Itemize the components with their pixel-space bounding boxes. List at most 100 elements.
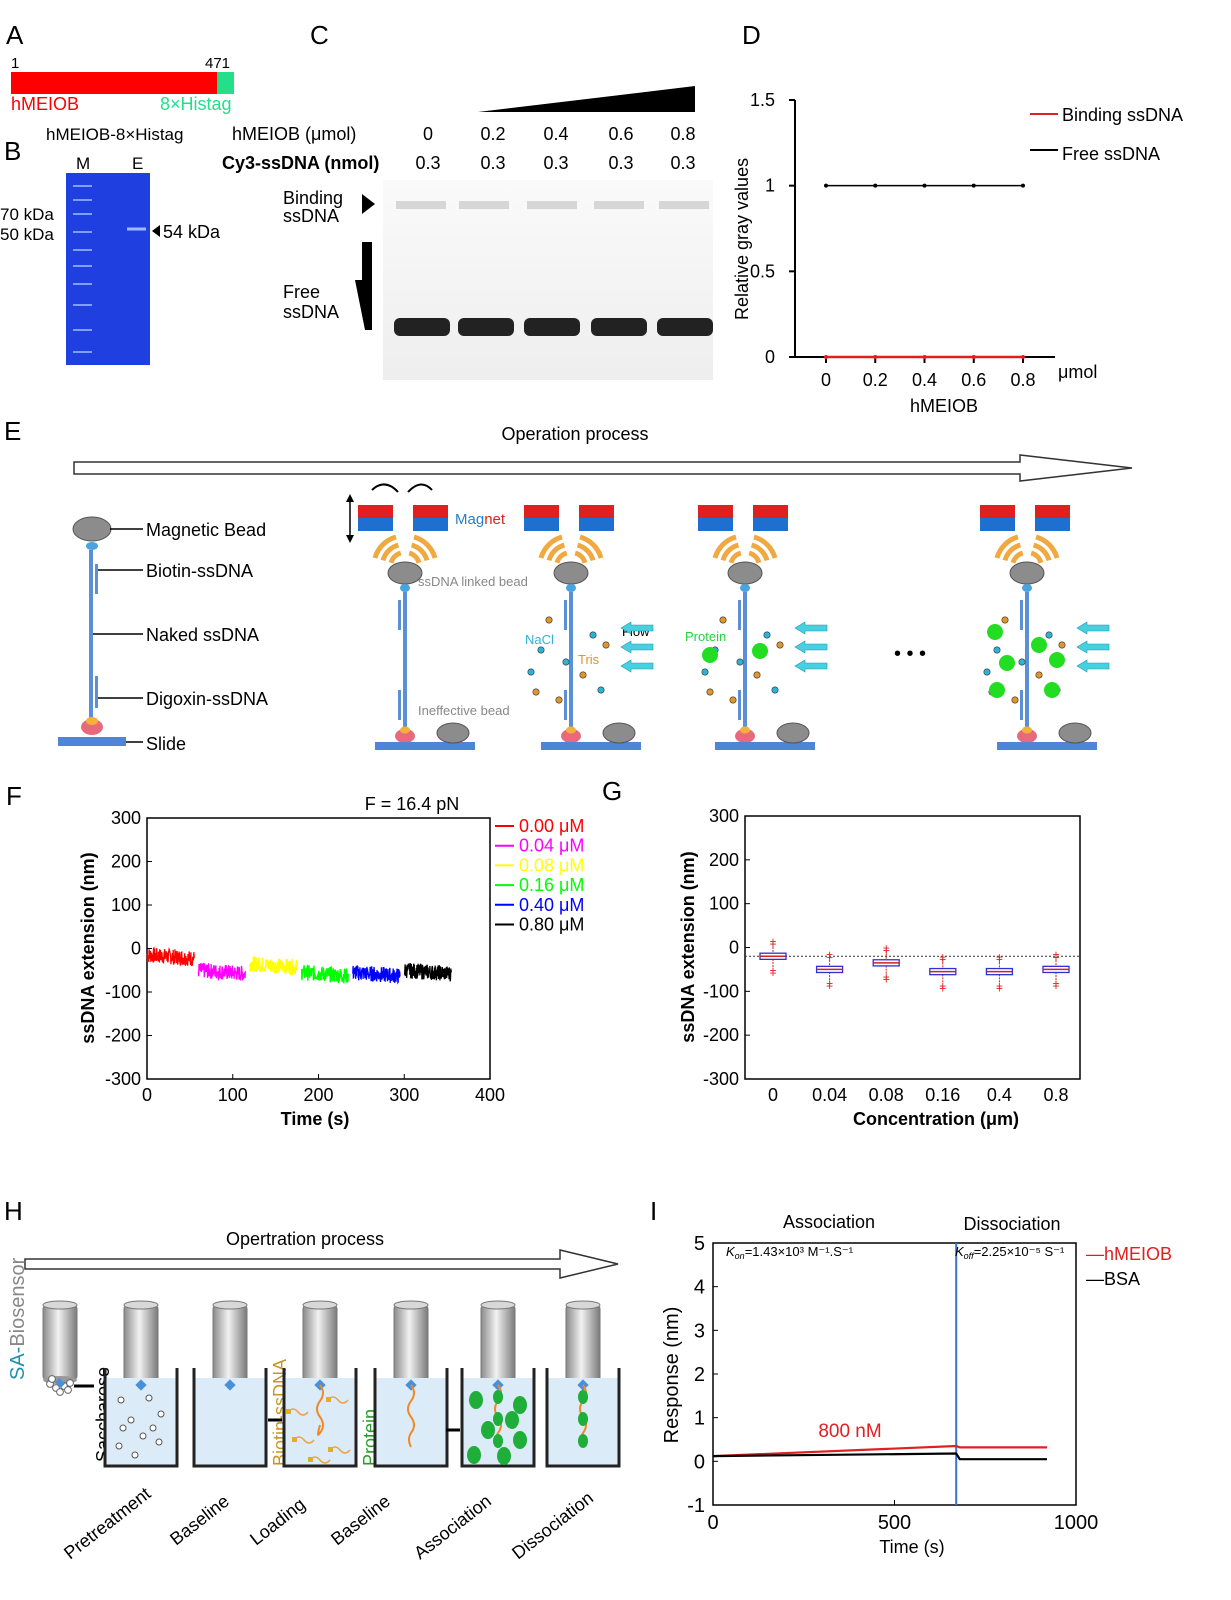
- panel-letter-d: D: [742, 20, 761, 50]
- g-outlier: +: [883, 973, 890, 987]
- ion-dot-icon: [1001, 616, 1009, 624]
- biotin-icon: [566, 584, 576, 592]
- ssdna-strand: [398, 690, 401, 720]
- legend-bsa: —BSA: [1086, 1269, 1140, 1289]
- flow-arrow-icon: [620, 640, 654, 654]
- flow-arrow-icon: [620, 659, 654, 673]
- ion-dot-icon: [1058, 641, 1066, 649]
- biosensor-cap-icon: [565, 1300, 601, 1310]
- step-label: Baseline: [327, 1491, 394, 1549]
- f-xtick-label: 0: [142, 1085, 152, 1105]
- label-biotin-ssdna: Biotin-ssDNA: [146, 561, 253, 581]
- d-point: [971, 355, 976, 359]
- flow-arrow-icon: [1076, 659, 1110, 673]
- ssdna-icon: [407, 1384, 415, 1448]
- ion-dot-icon: [1045, 631, 1053, 639]
- biosensor-tip-icon: [42, 1304, 78, 1381]
- linked-bead-label: ssDNA linked bead: [418, 574, 528, 589]
- f-ytick-label: 100: [111, 895, 141, 915]
- g-xlabel: Concentration (μm): [853, 1109, 1019, 1129]
- ssdna-strand: [564, 600, 567, 630]
- e-step-1: [358, 505, 475, 750]
- koff-label: Koff=2.25×10⁻⁵ S⁻¹: [955, 1244, 1065, 1261]
- buffer-icon: [194, 1378, 266, 1466]
- field-arc-icon: [712, 534, 737, 559]
- d-xlabel: hMEIOB: [910, 396, 978, 416]
- i-series-0: [712, 1444, 1047, 1458]
- biosensor-cap-icon: [302, 1300, 338, 1310]
- flow-arrow-icon: [620, 621, 654, 635]
- protein-icon: [513, 1396, 527, 1414]
- i-ytick-label: 1: [694, 1408, 705, 1430]
- g-outlier: +: [1052, 948, 1059, 962]
- bound-protein-icon: [493, 1434, 503, 1448]
- well-icon: [545, 1368, 621, 1468]
- g-outlier: +: [996, 952, 1003, 966]
- f-legend-label: 0.80 μM: [519, 915, 584, 935]
- saccharose-dot-icon: [131, 1451, 139, 1459]
- bead-icon: [553, 561, 589, 585]
- row2-values: 0.3 0.3 0.3 0.3 0.3: [415, 153, 695, 173]
- tris-label: Tris: [578, 652, 600, 667]
- row1-value: 0.6: [608, 124, 633, 144]
- field-arc-icon: [728, 550, 742, 564]
- f-legend-label: 0.16 μM: [519, 875, 584, 895]
- g-ytick-label: -100: [703, 981, 739, 1001]
- magnet-icon: [1035, 505, 1070, 518]
- protein-icon: [481, 1421, 495, 1439]
- bead-icon: [387, 561, 423, 585]
- e-step-2: [524, 505, 654, 750]
- field-arc-icon: [720, 542, 740, 562]
- free-label-2: ssDNA: [283, 302, 339, 322]
- f-trace-3: [300, 963, 350, 984]
- anchor-icon: [740, 726, 750, 734]
- ion-dot-icon: [579, 671, 587, 679]
- h-step-5: [446, 1300, 536, 1468]
- panel-g: 300 200 100 0 -100 -200 -300 0 + + + +0.04 + + + +0.08 +…: [678, 806, 1081, 1129]
- marker-ladder: [73, 185, 92, 353]
- buffer-icon: [105, 1378, 177, 1466]
- rotate-arrow-icon: [371, 483, 399, 493]
- d-point: [873, 355, 878, 359]
- f-ytick-label: 200: [111, 852, 141, 872]
- panel-letter-a: A: [6, 20, 24, 50]
- legend-binding: Binding ssDNA: [1062, 105, 1183, 125]
- g-ytick-label: 300: [709, 806, 739, 826]
- bound-protein-icon: [493, 1412, 503, 1426]
- row2-value: 0.3: [670, 153, 695, 173]
- g-outlier: +: [996, 981, 1003, 995]
- sa-label: SA-: [7, 1347, 29, 1380]
- free-bands: [394, 318, 713, 336]
- slide-icon: [541, 742, 641, 750]
- magnet-icon: [413, 505, 448, 518]
- buffer-icon: [284, 1378, 356, 1466]
- row1-label: hMEIOB (μmol): [232, 124, 356, 144]
- saccharose-dot-icon: [139, 1432, 147, 1440]
- flow-arrow-icon: [794, 640, 828, 654]
- g-plot: 300 200 100 0 -100 -200 -300 0 + + + +0.04 + + + +0.08 +…: [703, 806, 1081, 1105]
- label-magnetic-bead: Magnetic Bead: [146, 520, 266, 540]
- f-trace-1: [197, 962, 247, 982]
- g-ytick-label: 100: [709, 894, 739, 914]
- d-point: [824, 355, 828, 359]
- bound-protein-icon: [578, 1390, 588, 1404]
- biosensor-tip-icon: [480, 1304, 516, 1386]
- panel-b: hMEIOB-8×Histag M E 70 kDa 50 kDa 54 kDa: [0, 125, 221, 365]
- protein-icon: [497, 1447, 511, 1465]
- marker-50: 50 kDa: [0, 225, 54, 244]
- biosensor-tip-icon: [212, 1304, 248, 1386]
- magnet-label-b: net: [484, 511, 506, 528]
- protein-bar: [11, 72, 217, 94]
- band-arrow-icon: [152, 225, 160, 237]
- saccharose-dot-icon: [115, 1442, 123, 1450]
- g-xtick-label: 0.16: [925, 1085, 960, 1105]
- i-ytick-label: 4: [694, 1277, 705, 1299]
- i-ytick-label: 2: [694, 1364, 705, 1386]
- panel-e: Operation process Magnetic Bead Biotin-s…: [58, 424, 1133, 754]
- kon-label: Kon=1.43×10³ M⁻¹.S⁻¹: [726, 1244, 854, 1261]
- h-step-3: [268, 1300, 358, 1468]
- f-trace-5: [403, 962, 453, 982]
- sa-biosensor-label: SA-Biosensor: [7, 1257, 29, 1380]
- protein-icon: [1031, 637, 1047, 653]
